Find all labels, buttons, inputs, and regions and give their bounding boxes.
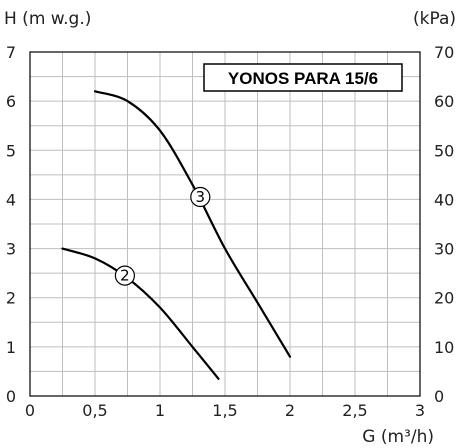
y-tick-label: 5	[6, 141, 16, 160]
y2-tick-label: 20	[434, 289, 454, 308]
y2-tick-label: 10	[434, 338, 454, 357]
x-tick-label: 1	[155, 401, 165, 420]
curve-label-circle-3	[190, 186, 211, 208]
curve-label-2: 2	[120, 267, 130, 285]
plot-border	[29, 51, 421, 397]
grid	[30, 52, 420, 396]
y2-axis-title: (kPa)	[413, 9, 456, 29]
y-axis-title: H (m w.g.)	[4, 9, 91, 29]
curve-label-3: 3	[196, 188, 206, 206]
y-tick-label: 1	[6, 338, 16, 357]
chart-title-frame	[203, 63, 403, 92]
y2-tick-label: 0	[434, 387, 444, 406]
x-tick-label: 0	[25, 401, 35, 420]
y-tick-label: 3	[6, 240, 16, 259]
x-tick-label: 1,5	[212, 401, 237, 420]
y2-tick-label: 70	[434, 43, 454, 62]
x-tick-label: 2,5	[342, 401, 367, 420]
y-tick-label: 6	[6, 92, 16, 111]
y2-tick-label: 30	[434, 240, 454, 259]
chart-title-box: YONOS PARA 15/6	[203, 63, 403, 92]
curve-label-circle-2	[114, 265, 136, 286]
y2-tick-label: 40	[434, 190, 454, 209]
y2-tick-label: 60	[434, 92, 454, 111]
y2-tick-label: 50	[434, 141, 454, 160]
curve-3	[93, 90, 292, 358]
x-axis-title: G (m³/h)	[362, 427, 434, 447]
curves: 23	[61, 90, 292, 380]
y-tick-label: 7	[6, 43, 16, 62]
y-tick-label: 2	[6, 289, 16, 308]
curve-2	[61, 247, 220, 380]
y-tick-label: 4	[6, 190, 16, 209]
x-tick-label: 2	[285, 401, 295, 420]
y-tick-label: 0	[6, 387, 16, 406]
x-tick-label: 3	[415, 401, 425, 420]
chart-title: YONOS PARA 15/6	[228, 69, 378, 88]
x-tick-label: 0,5	[82, 401, 107, 420]
plot-frame	[29, 51, 421, 397]
